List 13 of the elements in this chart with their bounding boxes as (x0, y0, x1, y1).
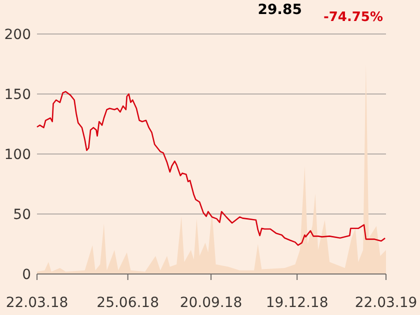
y-tick-label: 50 (13, 207, 31, 223)
y-tick-label: 100 (4, 147, 31, 163)
y-tick-label: 0 (22, 267, 31, 283)
text: -74.75% (323, 10, 383, 25)
x-tick-label: 19.12.18 (266, 295, 328, 311)
x-tick-label: 25.06.18 (96, 295, 160, 311)
y-tick-label: 150 (4, 87, 31, 103)
y-tick-label: 200 (4, 27, 31, 43)
x-tick-label: 22.03.18 (6, 295, 68, 311)
text: 29.85 (258, 2, 302, 18)
x-tick-label: 22.03.19 (354, 295, 418, 311)
x-tick-label: 20.09.18 (180, 295, 242, 311)
line-series (36, 90, 386, 246)
